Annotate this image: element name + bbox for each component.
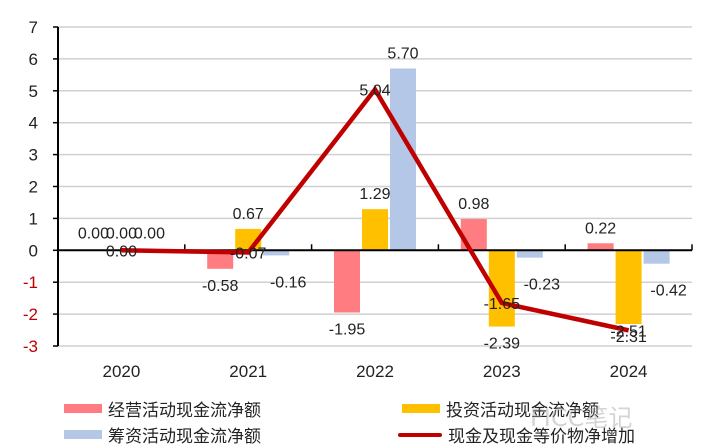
- bar-2022: [334, 250, 360, 313]
- x-tick-label: 2023: [483, 362, 521, 381]
- bar-data-label: 0.00: [78, 225, 109, 242]
- bar-data-label: -0.42: [650, 283, 687, 300]
- line-data-label: 0.00: [106, 243, 137, 260]
- bar-2021: [207, 250, 234, 269]
- bar-2021: [263, 250, 290, 256]
- bar-data-label: 0.22: [585, 220, 616, 237]
- bar-data-label: 0.98: [458, 196, 489, 213]
- legend-line-net-increase: [398, 432, 442, 437]
- bar-data-label: 0.00: [106, 225, 137, 242]
- legend-item-net-increase: 现金及现金等价物净增加: [398, 422, 635, 447]
- legend-label-net-increase: 现金及现金等价物净增加: [448, 427, 635, 447]
- watermark: FICC笔记: [530, 404, 633, 432]
- line-data-label: -2.51: [610, 323, 647, 340]
- bar-2022: [362, 209, 388, 251]
- legend-label-investing: 投资活动现金流净额: [446, 401, 599, 421]
- bar-2024: [615, 250, 642, 324]
- bar-data-label: 5.70: [387, 45, 418, 62]
- x-tick-label: 2020: [102, 362, 140, 381]
- bar-data-label: -2.31: [610, 329, 647, 346]
- x-tick-label: 2021: [229, 362, 267, 381]
- bar-data-label: -0.16: [270, 274, 307, 291]
- bar-2024: [587, 243, 614, 251]
- y-tick-label: 1: [29, 209, 38, 228]
- bar-data-label: 1.29: [359, 186, 390, 203]
- net-increase-line: [121, 85, 630, 333]
- bar-data-label: -2.39: [484, 336, 521, 353]
- y-tick-label: -3: [23, 337, 38, 356]
- legend-swatch-operating: [64, 404, 102, 413]
- y-tick-label: 3: [29, 146, 38, 165]
- x-tick-label: 2024: [610, 362, 648, 381]
- line-data-label: 5.04: [359, 83, 390, 100]
- bar-2023: [516, 250, 543, 258]
- line-data-label: -0.07: [230, 246, 267, 263]
- y-tick-label: -1: [23, 273, 38, 292]
- legend-item-investing: 投资活动现金流净额: [402, 396, 599, 421]
- y-tick-label: 5: [29, 82, 38, 101]
- legend-label-operating: 经营活动现金流净额: [108, 401, 261, 421]
- bar-data-label: 0.00: [134, 225, 165, 242]
- bar-data-label: 0.67: [233, 206, 264, 223]
- line-data-label: -1.65: [484, 296, 521, 313]
- bar-2024: [643, 250, 670, 264]
- x-tick-label: 2022: [356, 362, 394, 381]
- y-tick-label: 2: [29, 178, 38, 197]
- bar-data-label: -0.58: [202, 278, 239, 295]
- bar-data-label: -1.95: [329, 322, 366, 339]
- y-tick-label: 0: [29, 241, 38, 260]
- bar-2022: [390, 68, 416, 251]
- y-tick-label: 7: [29, 18, 38, 37]
- legend-item-operating: 经营活动现金流净额: [64, 396, 261, 421]
- y-tick-label: 4: [29, 114, 38, 133]
- legend-item-financing: 筹资活动现金流净额: [64, 422, 261, 447]
- legend-label-financing: 筹资活动现金流净额: [108, 427, 261, 447]
- y-tick-label: 6: [29, 50, 38, 69]
- legend-swatch-financing: [64, 430, 102, 439]
- bar-2023: [460, 219, 487, 251]
- y-tick-label: -2: [23, 305, 38, 324]
- bar-data-label: -0.23: [524, 277, 561, 294]
- legend-swatch-investing: [402, 404, 440, 413]
